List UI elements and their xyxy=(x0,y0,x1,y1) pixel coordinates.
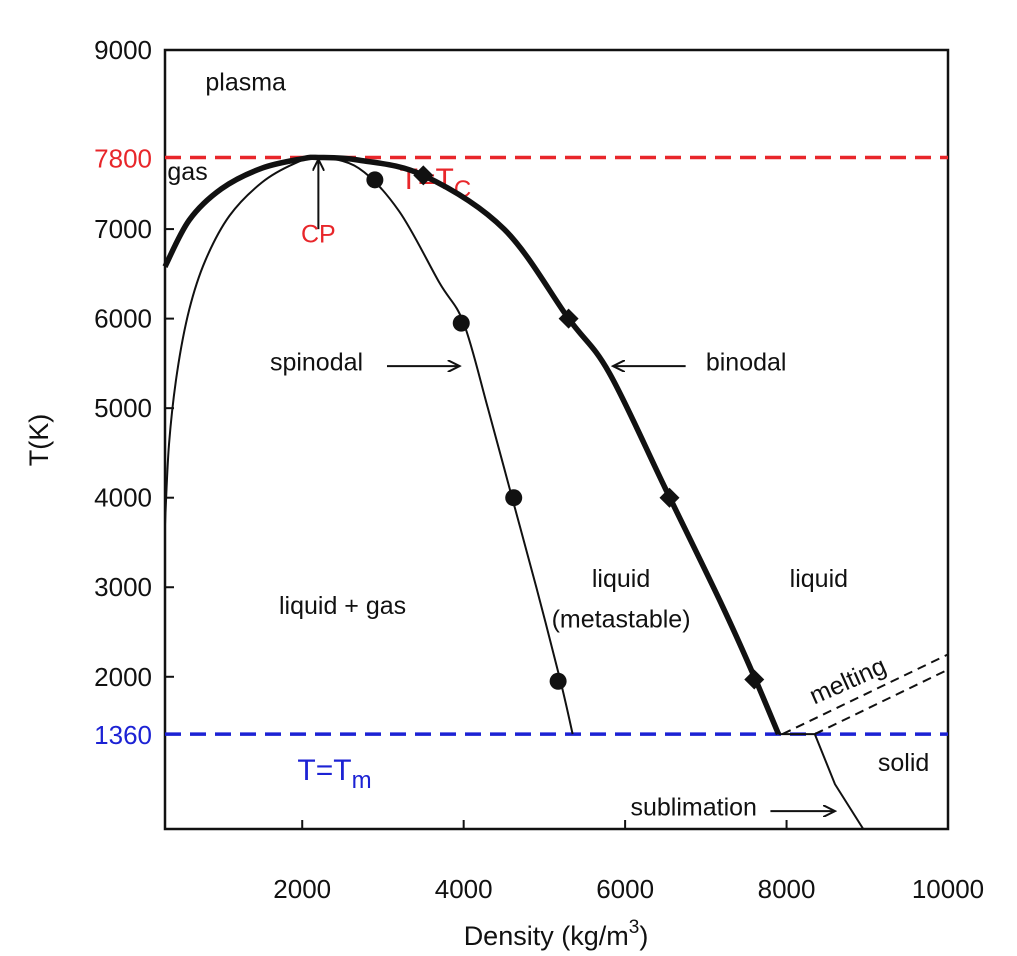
plot-frame xyxy=(163,48,950,831)
y-tick-label: 4000 xyxy=(94,483,152,513)
label-liquid-meta-1: liquid xyxy=(592,565,650,593)
binodal-marker xyxy=(413,165,434,186)
y-tick-label: 3000 xyxy=(94,572,152,602)
x-tick-label: 10000 xyxy=(912,874,984,904)
spinodal-marker xyxy=(549,672,567,690)
series-melting1 xyxy=(782,653,949,735)
spinodal-marker xyxy=(452,314,470,332)
binodal-marker xyxy=(744,669,765,690)
axis-ticks xyxy=(165,49,949,829)
phase-curves xyxy=(162,154,949,830)
y-tick-label: 2000 xyxy=(94,662,152,692)
label-sublimation: sublimation xyxy=(631,794,757,822)
binodal-marker xyxy=(558,308,579,329)
label-plasma: plasma xyxy=(205,68,286,96)
label-liquid: liquid xyxy=(790,565,848,593)
y-tick-label: 9000 xyxy=(94,35,152,65)
data-markers xyxy=(366,165,765,690)
reference-tick-label-tm: 1360 xyxy=(94,720,152,750)
binodal-marker xyxy=(659,487,680,508)
label-spinodal: spinodal xyxy=(270,349,363,377)
series-binodal xyxy=(162,154,782,736)
label-solid: solid xyxy=(878,749,929,777)
x-axis-title: Density (kg/m3) xyxy=(464,917,649,951)
label-cp: CP xyxy=(301,221,336,249)
y-tick-label: 7000 xyxy=(94,214,152,244)
x-tick-label: 6000 xyxy=(596,874,654,904)
label-liquid-gas: liquid + gas xyxy=(279,592,406,620)
region-annotations: plasma gas CP spinodal binodal liquid + gas li… xyxy=(167,68,929,821)
reference-tick-label-tc: 7800 xyxy=(94,143,152,173)
label-liquid-meta-2: (metastable) xyxy=(552,606,691,634)
x-tick-label: 8000 xyxy=(758,874,816,904)
label-gas: gas xyxy=(167,158,207,186)
series-melting2 xyxy=(814,668,949,735)
y-axis-title: T(K) xyxy=(24,414,54,466)
reference-label-tm: T=Tm xyxy=(297,754,371,794)
series-spinodal xyxy=(164,156,574,735)
label-binodal: binodal xyxy=(706,349,787,377)
x-tick-label: 4000 xyxy=(435,874,493,904)
spinodal-marker xyxy=(505,489,523,507)
spinodal-marker xyxy=(366,171,384,189)
x-tick-label: 2000 xyxy=(273,874,331,904)
axis-tick-labels: 2000 4000 6000 8000 10000 2000 3000 4000 5000 600… xyxy=(94,35,984,904)
y-tick-label: 6000 xyxy=(94,304,152,334)
y-tick-label: 5000 xyxy=(94,393,152,423)
annotation-arrows xyxy=(318,159,835,811)
series-sublimation xyxy=(778,733,865,830)
label-melting: melting xyxy=(805,652,890,710)
